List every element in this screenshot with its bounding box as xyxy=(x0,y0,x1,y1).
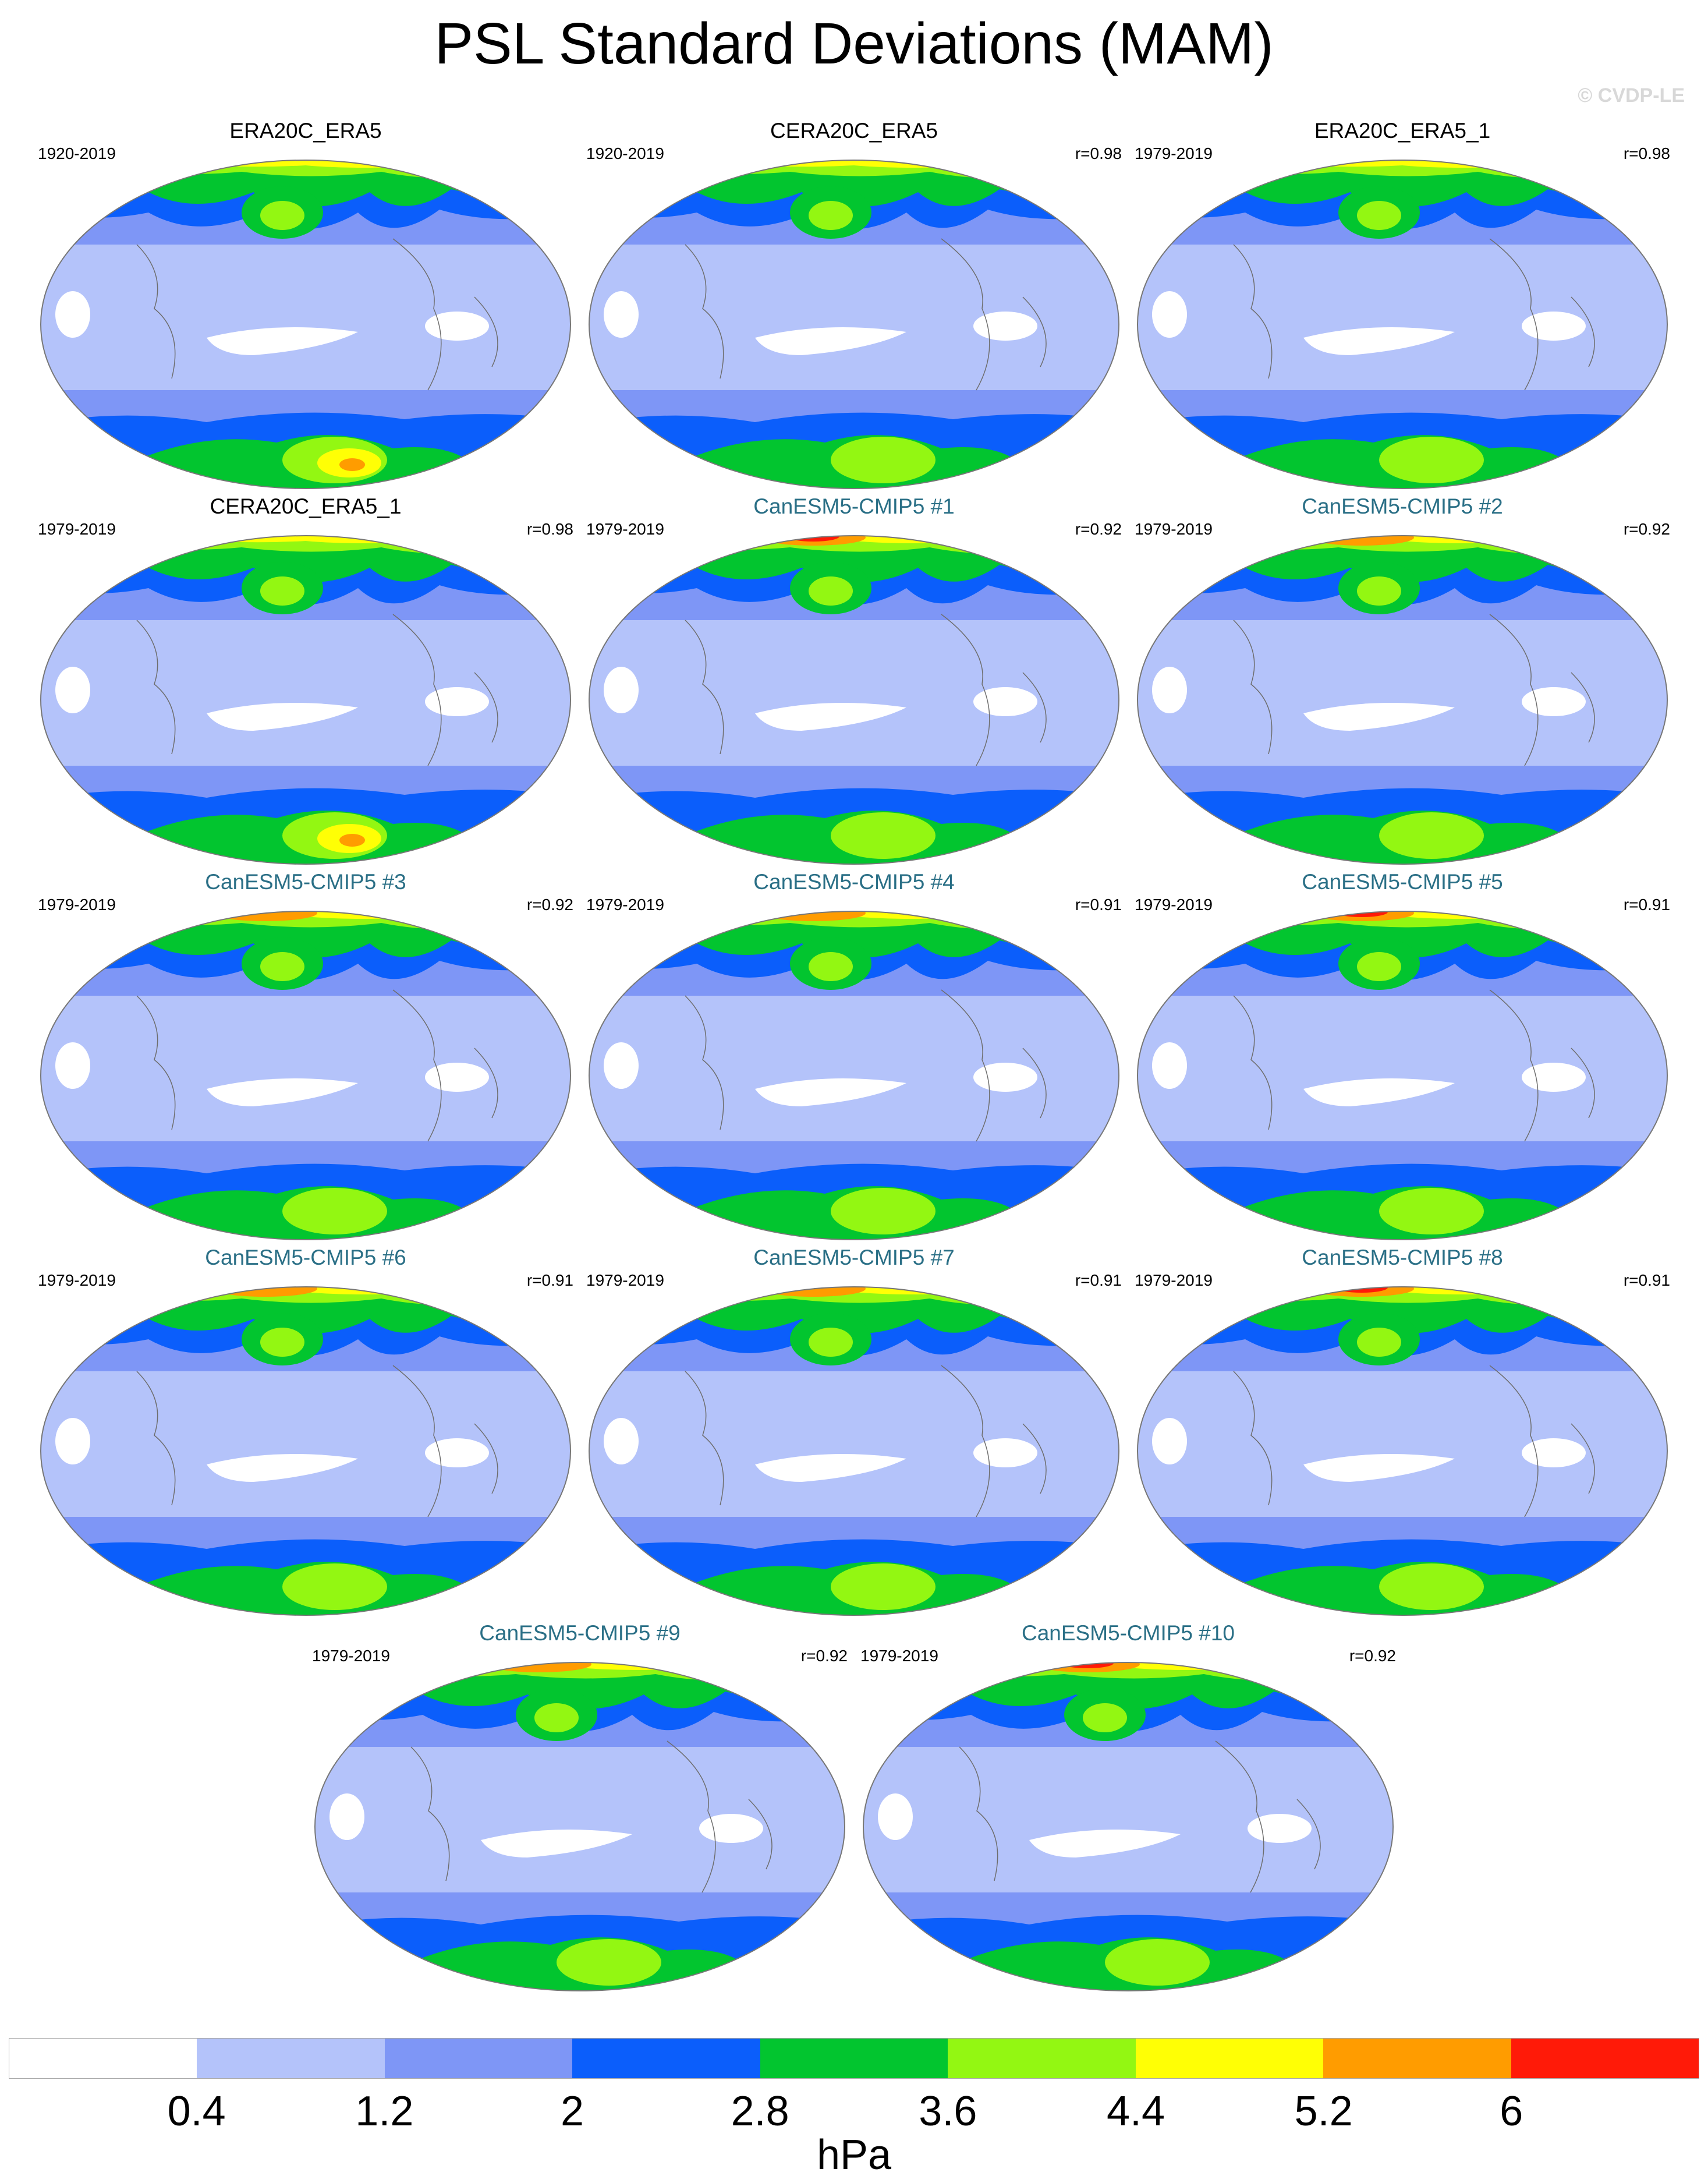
panel-years: 1979-2019 xyxy=(586,520,664,538)
panel-correlation: r=0.92 xyxy=(1075,520,1122,538)
panel-years: 1979-2019 xyxy=(38,520,116,538)
panel-correlation: r=0.91 xyxy=(526,1271,573,1289)
panel-years: 1979-2019 xyxy=(586,896,664,914)
panel-years: 1920-2019 xyxy=(586,144,664,162)
colorbar-tick-label: 0.4 xyxy=(167,2088,226,2135)
colorbar-box xyxy=(1135,2039,1324,2078)
map-panel: CERA20C_ERA5 1920-2019 r=0.98 xyxy=(580,116,1128,492)
panel-correlation: r=0.91 xyxy=(1075,896,1122,914)
map-panel: CanESM5-CMIP5 #1 1979-2019 r=0.92 xyxy=(580,492,1128,868)
colorbar-box xyxy=(1323,2039,1511,2078)
colorbar-tick-label: 2 xyxy=(560,2088,584,2135)
map-panel: CERA20C_ERA5_1 1979-2019 r=0.98 xyxy=(32,492,579,868)
colorbar-tick-label: 3.6 xyxy=(919,2088,977,2135)
panel-correlation: r=0.92 xyxy=(526,896,573,914)
panel-correlation: r=0.98 xyxy=(1075,144,1122,162)
colorbar-box xyxy=(760,2039,948,2078)
map-panel: CanESM5-CMIP5 #3 1979-2019 r=0.92 xyxy=(32,868,579,1243)
colorbar-box xyxy=(1511,2039,1699,2078)
panel-correlation: r=0.92 xyxy=(1349,1647,1396,1665)
map-panel: CanESM5-CMIP5 #6 1979-2019 r=0.91 xyxy=(32,1243,579,1619)
map-panel: CanESM5-CMIP5 #10 1979-2019 r=0.92 xyxy=(855,1619,1402,1994)
panel-title: CanESM5-CMIP5 #10 xyxy=(1021,1621,1235,1645)
colorbar xyxy=(9,2038,1699,2079)
panel-title: CanESM5-CMIP5 #6 xyxy=(205,1246,406,1269)
colorbar-tick-label: 1.2 xyxy=(355,2088,414,2135)
colorbar-tick-label: 5.2 xyxy=(1294,2088,1353,2135)
panel-years: 1979-2019 xyxy=(312,1647,390,1665)
panel-years: 1979-2019 xyxy=(1135,1271,1213,1289)
panel-title: CanESM5-CMIP5 #9 xyxy=(479,1621,681,1645)
figure-title: PSL Standard Deviations (MAM) xyxy=(434,11,1274,76)
panel-title: ERA20C_ERA5 xyxy=(229,119,382,143)
panel-years: 1979-2019 xyxy=(1135,520,1213,538)
map-panel: CanESM5-CMIP5 #2 1979-2019 r=0.92 xyxy=(1129,492,1676,868)
panel-correlation: r=0.92 xyxy=(1623,520,1670,538)
panel-title: CanESM5-CMIP5 #4 xyxy=(753,870,955,894)
colorbar-units: hPa xyxy=(816,2132,892,2178)
panel-years: 1979-2019 xyxy=(38,1271,116,1289)
map-panel: CanESM5-CMIP5 #5 1979-2019 r=0.91 xyxy=(1129,868,1676,1243)
map-panel: CanESM5-CMIP5 #7 1979-2019 r=0.91 xyxy=(580,1243,1128,1619)
panel-correlation: r=0.91 xyxy=(1075,1271,1122,1289)
panel-title: CanESM5-CMIP5 #5 xyxy=(1302,870,1503,894)
colorbar-box xyxy=(384,2039,573,2078)
panel-title: CanESM5-CMIP5 #1 xyxy=(753,494,955,518)
panel-correlation: r=0.91 xyxy=(1623,896,1670,914)
map-panel: ERA20C_ERA5_1 1979-2019 r=0.98 xyxy=(1129,116,1676,492)
colorbar-box xyxy=(572,2039,760,2078)
panel-title: CanESM5-CMIP5 #8 xyxy=(1302,1246,1503,1269)
colorbar-tick-label: 6 xyxy=(1500,2088,1523,2135)
panel-title: CERA20C_ERA5_1 xyxy=(210,494,402,518)
panel-years: 1979-2019 xyxy=(860,1647,938,1665)
colorbar-tick-label: 2.8 xyxy=(731,2088,789,2135)
panel-years: 1979-2019 xyxy=(1135,896,1213,914)
map-panel: CanESM5-CMIP5 #4 1979-2019 r=0.91 xyxy=(580,868,1128,1243)
map-panel: CanESM5-CMIP5 #8 1979-2019 r=0.91 xyxy=(1129,1243,1676,1619)
colorbar-box xyxy=(9,2039,197,2078)
colorbar-box xyxy=(197,2039,385,2078)
map-panel: ERA20C_ERA5 1920-2019 xyxy=(32,116,579,492)
panel-title: CanESM5-CMIP5 #7 xyxy=(753,1246,955,1269)
panel-years: 1920-2019 xyxy=(38,144,116,162)
panel-correlation: r=0.98 xyxy=(1623,144,1670,162)
panel-correlation: r=0.92 xyxy=(800,1647,848,1665)
panel-years: 1979-2019 xyxy=(586,1271,664,1289)
panel-years: 1979-2019 xyxy=(1135,144,1213,162)
panel-years: 1979-2019 xyxy=(38,896,116,914)
panel-title: ERA20C_ERA5_1 xyxy=(1314,119,1491,143)
panel-title: CERA20C_ERA5 xyxy=(770,119,938,143)
panel-title: CanESM5-CMIP5 #3 xyxy=(205,870,406,894)
colorbar-tick-label: 4.4 xyxy=(1106,2088,1165,2135)
panel-correlation: r=0.91 xyxy=(1623,1271,1670,1289)
map-panel: CanESM5-CMIP5 #9 1979-2019 r=0.92 xyxy=(306,1619,853,1994)
colorbar-box xyxy=(948,2039,1136,2078)
panel-title: CanESM5-CMIP5 #2 xyxy=(1302,494,1503,518)
panel-correlation: r=0.98 xyxy=(526,520,573,538)
copyright-watermark: © CVDP-LE xyxy=(1578,84,1685,107)
